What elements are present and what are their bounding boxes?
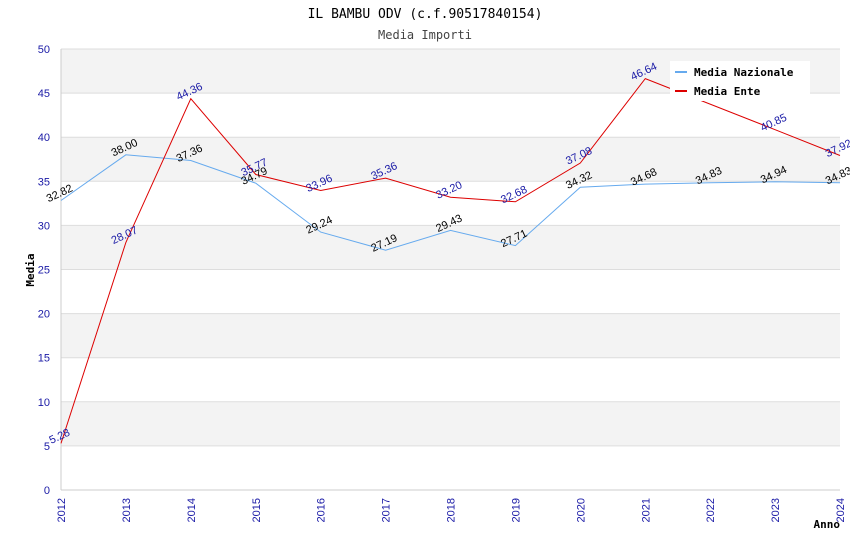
y-tick-label: 20 bbox=[38, 309, 50, 321]
x-tick-label: 2018 bbox=[446, 498, 458, 522]
x-tick-label: 2013 bbox=[121, 498, 133, 522]
y-tick-label: 45 bbox=[38, 88, 50, 100]
x-tick-label: 2021 bbox=[640, 498, 652, 522]
y-tick-label: 5 bbox=[44, 441, 50, 453]
x-tick-label: 2016 bbox=[316, 498, 328, 522]
plot-background bbox=[61, 49, 840, 490]
series-lines bbox=[60, 77, 841, 444]
plot-band bbox=[61, 357, 840, 402]
chart-subtitle: Media Importi bbox=[378, 28, 472, 42]
plot-band bbox=[61, 269, 840, 314]
plot-band bbox=[61, 401, 840, 446]
x-axis-title: Anno bbox=[814, 518, 841, 531]
y-tick-label: 10 bbox=[38, 397, 50, 409]
x-tick-label: 2012 bbox=[56, 498, 68, 522]
plot-band bbox=[61, 137, 840, 182]
y-tick-label: 30 bbox=[38, 220, 50, 232]
y-tick-label: 25 bbox=[38, 265, 50, 277]
x-tick-label: 2014 bbox=[186, 498, 198, 522]
legend-entry: Media Ente bbox=[694, 85, 761, 98]
x-tick-label: 2022 bbox=[705, 498, 717, 522]
y-axis-title: Media bbox=[24, 253, 37, 286]
y-tick-label: 40 bbox=[38, 132, 50, 144]
series-line bbox=[60, 154, 841, 251]
plot-band bbox=[61, 181, 840, 226]
legend: Media Nazionale Media Ente bbox=[670, 61, 810, 101]
plot-band bbox=[61, 313, 840, 358]
x-tick-label: 2017 bbox=[381, 498, 393, 522]
y-tick-label: 35 bbox=[38, 176, 50, 188]
plot-band bbox=[61, 225, 840, 270]
x-tick-label: 2019 bbox=[510, 498, 522, 522]
chart-title: IL BAMBU ODV (c.f.90517840154) bbox=[308, 7, 543, 22]
plot-band bbox=[61, 445, 840, 490]
legend-entry: Media Nazionale bbox=[694, 66, 794, 79]
y-tick-label: 15 bbox=[38, 353, 50, 365]
x-tick-label: 2024 bbox=[835, 498, 847, 522]
x-tick-label: 2023 bbox=[770, 498, 782, 522]
x-tick-label: 2020 bbox=[575, 498, 587, 522]
y-axis-ticks: 0 5 10 15 20 25 30 35 40 45 50 bbox=[38, 44, 50, 497]
y-tick-label: 50 bbox=[38, 44, 50, 56]
x-axis-ticks: 2012 2013 2014 2015 2016 2017 2018 2019 2020 2021… bbox=[56, 498, 847, 522]
x-tick-label: 2015 bbox=[251, 498, 263, 522]
y-tick-label: 0 bbox=[44, 485, 50, 497]
legend-box bbox=[670, 61, 810, 101]
axes bbox=[60, 49, 840, 491]
series-line bbox=[60, 77, 841, 444]
